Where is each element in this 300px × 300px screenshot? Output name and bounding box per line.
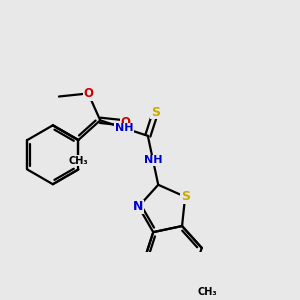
Text: CH₃: CH₃ (197, 287, 217, 297)
Text: S: S (151, 106, 160, 118)
Text: NH: NH (115, 123, 133, 133)
Text: NH: NH (144, 155, 162, 165)
Text: S: S (181, 190, 190, 203)
Text: CH₃: CH₃ (68, 156, 88, 166)
Text: O: O (120, 116, 130, 130)
Text: N: N (133, 200, 144, 213)
Text: O: O (83, 87, 93, 100)
